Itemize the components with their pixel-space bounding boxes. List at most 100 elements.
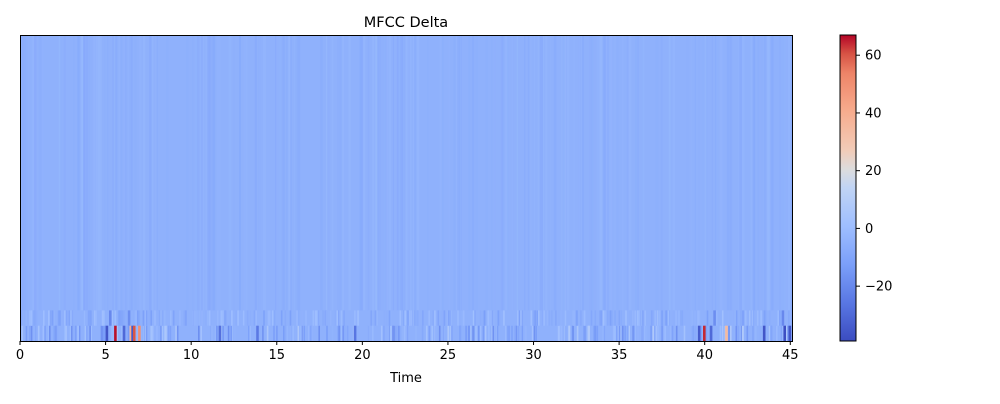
heatmap-cell: [185, 310, 187, 326]
heatmap-cell: [223, 310, 225, 326]
heatmap-cell: [728, 325, 730, 341]
heatmap-texture-stripe: [626, 35, 629, 311]
heatmap-event-cell: [218, 325, 222, 341]
heatmap-cell: [603, 325, 606, 341]
heatmap-cell: [289, 310, 292, 326]
heatmap-texture-stripe: [500, 35, 503, 311]
heatmap-cell: [600, 310, 603, 326]
heatmap-texture-stripe: [767, 35, 771, 311]
heatmap-cell: [574, 310, 577, 326]
heatmap-texture-stripe: [579, 35, 581, 311]
heatmap-texture-stripe: [413, 35, 415, 311]
heatmap-cell: [619, 310, 622, 326]
heatmap-cell: [396, 325, 399, 341]
heatmap-texture-stripe: [616, 35, 619, 311]
heatmap-texture-stripe: [730, 35, 733, 311]
heatmap-texture-stripe: [217, 35, 220, 311]
colorbar-axis: 60 40 20 0 −20: [856, 49, 892, 295]
heatmap-cell: [428, 310, 430, 326]
heatmap-texture-stripe: [413, 35, 417, 311]
heatmap-cell: [616, 310, 618, 326]
heatmap-texture-stripe: [448, 35, 451, 311]
heatmap-cell: [140, 325, 142, 341]
heatmap-texture-stripe: [120, 35, 123, 311]
heatmap-texture-stripe: [348, 35, 351, 311]
heatmap-texture-stripe: [197, 35, 201, 311]
heatmap-cell: [276, 325, 278, 341]
plot-frame: [20, 35, 793, 342]
heatmap-cell: [340, 310, 343, 326]
heatmap-event-cell: [725, 325, 728, 341]
heatmap-cell: [447, 310, 450, 326]
heatmap-cell: [664, 325, 666, 341]
heatmap-cell: [273, 310, 276, 326]
heatmap-cell: [672, 310, 675, 326]
heatmap-texture-stripe: [342, 35, 345, 311]
heatmap-texture-stripe: [550, 35, 552, 311]
heatmap-cell: [511, 325, 513, 341]
heatmap-cell: [176, 325, 179, 341]
heatmap-texture-stripe: [511, 35, 514, 311]
heatmap-cell: [386, 310, 388, 326]
heatmap-texture-stripe: [467, 35, 471, 311]
heatmap-cell: [593, 325, 596, 341]
heatmap-texture-stripe: [605, 35, 609, 311]
heatmap-texture-stripe: [131, 35, 133, 311]
heatmap-cell: [610, 310, 613, 326]
heatmap-texture-stripe: [604, 35, 607, 311]
heatmap-cell: [481, 310, 484, 326]
heatmap-cell: [263, 310, 265, 326]
heatmap-cell: [358, 310, 360, 326]
heatmap-cell: [780, 310, 783, 326]
heatmap-cell: [156, 325, 158, 341]
heatmap-cell: [645, 325, 648, 341]
heatmap-cell: [330, 310, 332, 326]
heatmap-texture-stripe: [590, 35, 594, 311]
heatmap-texture-stripe: [694, 35, 696, 311]
heatmap-cell: [615, 325, 618, 341]
heatmap-cell: [201, 310, 203, 326]
heatmap-texture-stripe: [405, 35, 408, 311]
heatmap-texture-stripe: [290, 35, 292, 311]
heatmap-cell: [209, 310, 212, 326]
heatmap-cell: [734, 310, 737, 326]
heatmap-cell: [629, 310, 632, 326]
heatmap-cell: [666, 310, 669, 326]
heatmap-cell: [599, 310, 601, 326]
heatmap-texture-stripe: [396, 35, 398, 311]
heatmap-cell: [167, 325, 170, 341]
heatmap-cell: [249, 325, 251, 341]
heatmap-cell: [283, 325, 285, 341]
heatmap-texture-stripe: [42, 35, 44, 311]
heatmap-cell: [301, 310, 303, 326]
heatmap-texture-stripe: [563, 35, 566, 311]
heatmap-texture-stripe: [295, 35, 298, 311]
heatmap-cell: [422, 310, 424, 326]
heatmap-cell: [314, 310, 317, 326]
heatmap-cell: [669, 325, 672, 341]
heatmap-cell: [303, 325, 305, 341]
heatmap-texture-stripe: [582, 35, 584, 311]
heatmap-texture-stripe: [524, 35, 526, 311]
heatmap-cell: [343, 310, 345, 326]
heatmap-cell: [237, 310, 239, 326]
heatmap-cell: [231, 310, 233, 326]
heatmap-cell: [90, 325, 92, 341]
heatmap-cell: [427, 325, 429, 341]
heatmap-texture-stripe: [453, 35, 456, 311]
heatmap-event-cell: [129, 325, 133, 341]
heatmap-cell: [690, 310, 693, 326]
heatmap-texture-stripe: [403, 35, 406, 311]
heatmap-cell: [173, 310, 175, 326]
heatmap-cell: [740, 310, 742, 326]
heatmap-cell: [484, 325, 487, 341]
heatmap-texture-stripe: [726, 35, 730, 311]
heatmap-cell: [515, 325, 518, 341]
heatmap-cell: [116, 325, 118, 341]
heatmap-cell: [111, 325, 114, 341]
heatmap-cell: [705, 325, 707, 341]
heatmap-cell: [565, 325, 567, 341]
heatmap-texture-stripe: [471, 35, 475, 311]
heatmap-cell: [482, 325, 485, 341]
heatmap-event-cell: [256, 325, 259, 341]
